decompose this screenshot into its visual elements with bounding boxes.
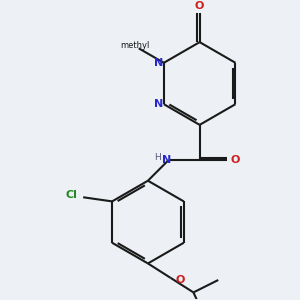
Text: O: O bbox=[195, 1, 204, 11]
Text: O: O bbox=[230, 155, 239, 165]
Text: N: N bbox=[154, 58, 163, 68]
Text: Cl: Cl bbox=[65, 190, 77, 200]
Text: H: H bbox=[154, 154, 160, 163]
Text: O: O bbox=[176, 275, 185, 285]
Text: N: N bbox=[154, 99, 163, 109]
Text: N: N bbox=[162, 155, 171, 165]
Text: methyl: methyl bbox=[120, 41, 149, 50]
